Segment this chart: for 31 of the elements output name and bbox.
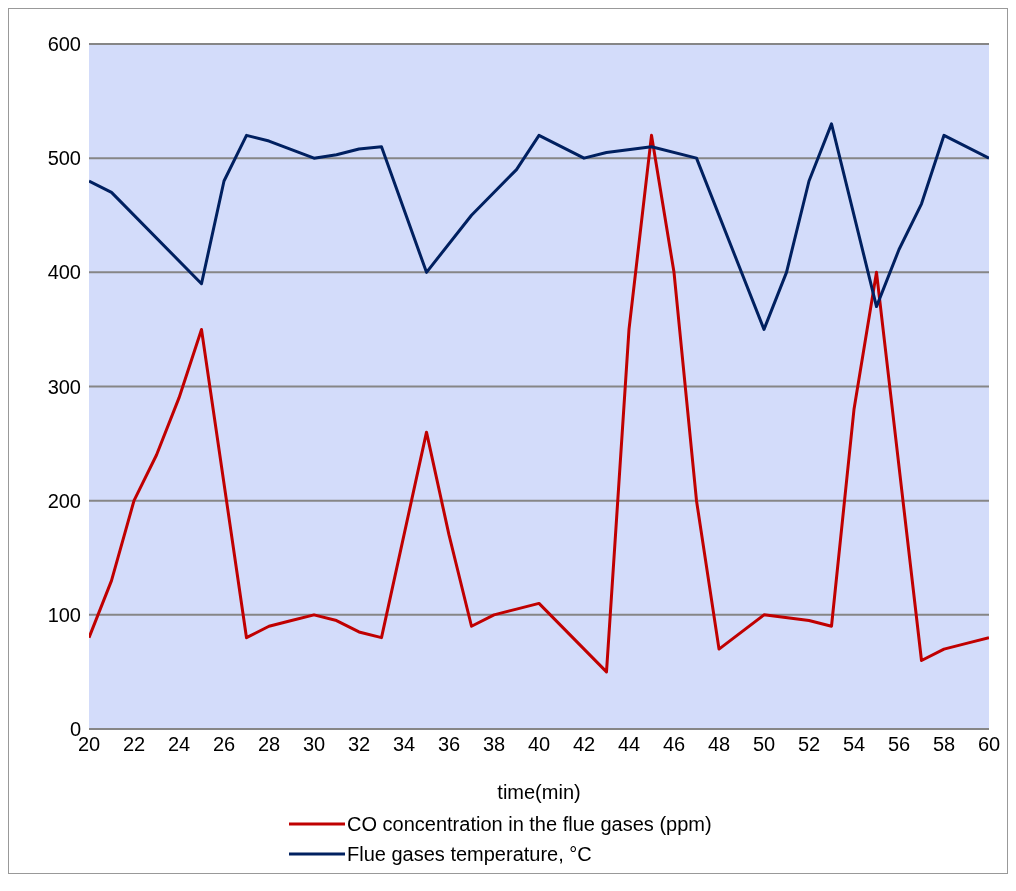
x-tick-label: 40 [527, 733, 551, 756]
x-tick-label: 32 [347, 733, 371, 756]
legend-label: Flue gases temperature, °C [347, 842, 592, 866]
x-tick-label: 46 [662, 733, 686, 756]
legend-label: CO concentration in the flue gases (ppm) [347, 812, 712, 836]
y-tick-label: 100 [47, 603, 81, 626]
x-tick-label: 60 [977, 733, 1001, 756]
y-tick-label: 300 [47, 375, 81, 398]
line-series [89, 122, 989, 331]
y-tick-label: 400 [47, 261, 81, 284]
x-tick-label: 24 [167, 733, 191, 756]
x-axis-title: time(min) [497, 781, 581, 803]
x-tick-label: 34 [392, 733, 416, 756]
x-tick-label: 44 [617, 733, 641, 756]
y-tick-label: 200 [47, 489, 81, 512]
x-tick-label: 52 [797, 733, 821, 756]
line-series [89, 133, 989, 674]
y-tick-label: 600 [47, 33, 81, 56]
x-tick-label: 22 [122, 733, 146, 756]
x-tick-label: 36 [437, 733, 461, 756]
x-tick-label: 56 [887, 733, 911, 756]
x-tick-label: 48 [707, 733, 731, 756]
x-tick-label: 30 [302, 733, 326, 756]
x-tick-label: 42 [572, 733, 596, 756]
x-tick-label: 38 [482, 733, 506, 756]
x-tick-label: 26 [212, 733, 236, 756]
x-tick-label: 54 [842, 733, 866, 756]
y-tick-label: 500 [47, 147, 81, 170]
x-tick-label: 58 [932, 733, 956, 756]
x-tick-label: 28 [257, 733, 281, 756]
x-tick-label: 50 [752, 733, 776, 756]
